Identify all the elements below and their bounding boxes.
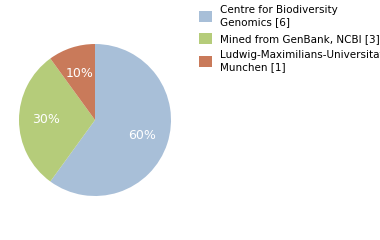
Text: 60%: 60% [128, 129, 156, 142]
Wedge shape [50, 44, 171, 196]
Text: 10%: 10% [66, 66, 94, 79]
Text: 30%: 30% [32, 114, 60, 126]
Legend: Centre for Biodiversity
Genomics [6], Mined from GenBank, NCBI [3], Ludwig-Maxim: Centre for Biodiversity Genomics [6], Mi… [199, 5, 380, 72]
Wedge shape [50, 44, 95, 120]
Wedge shape [19, 59, 95, 181]
